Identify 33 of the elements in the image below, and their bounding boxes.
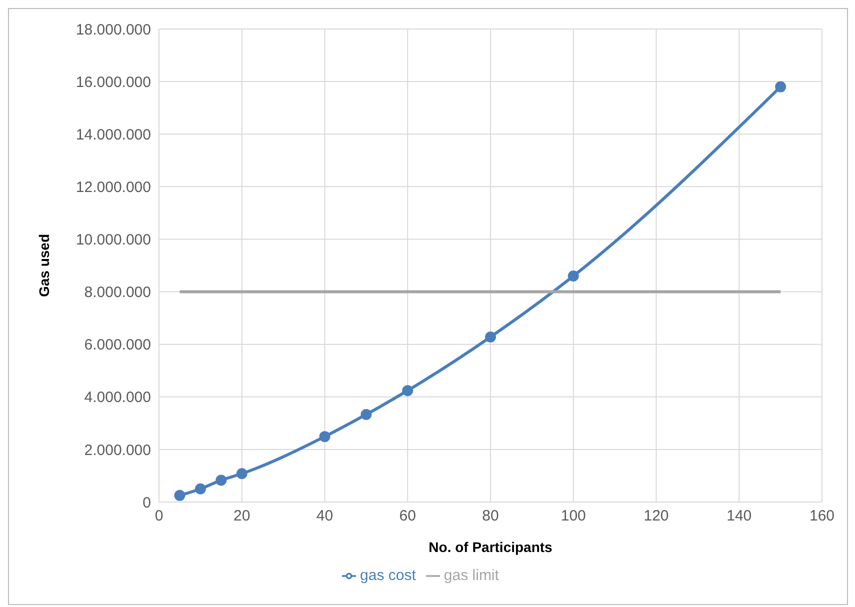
x-tick-label: 80: [482, 508, 499, 525]
point: [216, 474, 227, 486]
point: [194, 483, 206, 494]
y-tick-label: 14.000.000: [76, 126, 151, 144]
legend-label: gas limit: [444, 567, 499, 584]
y-tick-label: 2.000.000: [84, 442, 151, 459]
y-tick-label: 10.000.000: [76, 232, 151, 249]
y-tick-label: 0: [142, 494, 151, 512]
point: [568, 270, 579, 282]
x-tick-label: 60: [399, 508, 416, 525]
point: [775, 81, 786, 92]
point: [485, 331, 496, 342]
y-tick-label: 6.000.000: [84, 336, 151, 354]
y-tick-label: 4.000.000: [84, 389, 151, 406]
x-axis-title: No. of Participants: [428, 539, 553, 555]
x-tick-label: 100: [560, 508, 586, 525]
legend-label: gas cost: [360, 567, 416, 584]
point: [360, 408, 372, 420]
y-tick-label: 8.000.000: [84, 284, 151, 302]
y-tick-label: 18.000.000: [76, 21, 151, 38]
y-tick-label: 12.000.000: [76, 178, 151, 196]
x-tick-label: 0: [154, 508, 164, 525]
x-tick-label: 120: [644, 508, 669, 525]
x-tick-label: 40: [316, 508, 334, 525]
x-tick-label: 160: [809, 508, 835, 525]
point: [319, 431, 330, 442]
x-tick-label: 140: [726, 508, 752, 525]
y-axis-title: Gas used: [36, 234, 52, 298]
point: [236, 468, 248, 480]
x-tick-label: 20: [234, 508, 250, 525]
point: [402, 385, 414, 396]
point: [174, 490, 186, 501]
y-tick-label: 16.000.000: [76, 74, 151, 91]
